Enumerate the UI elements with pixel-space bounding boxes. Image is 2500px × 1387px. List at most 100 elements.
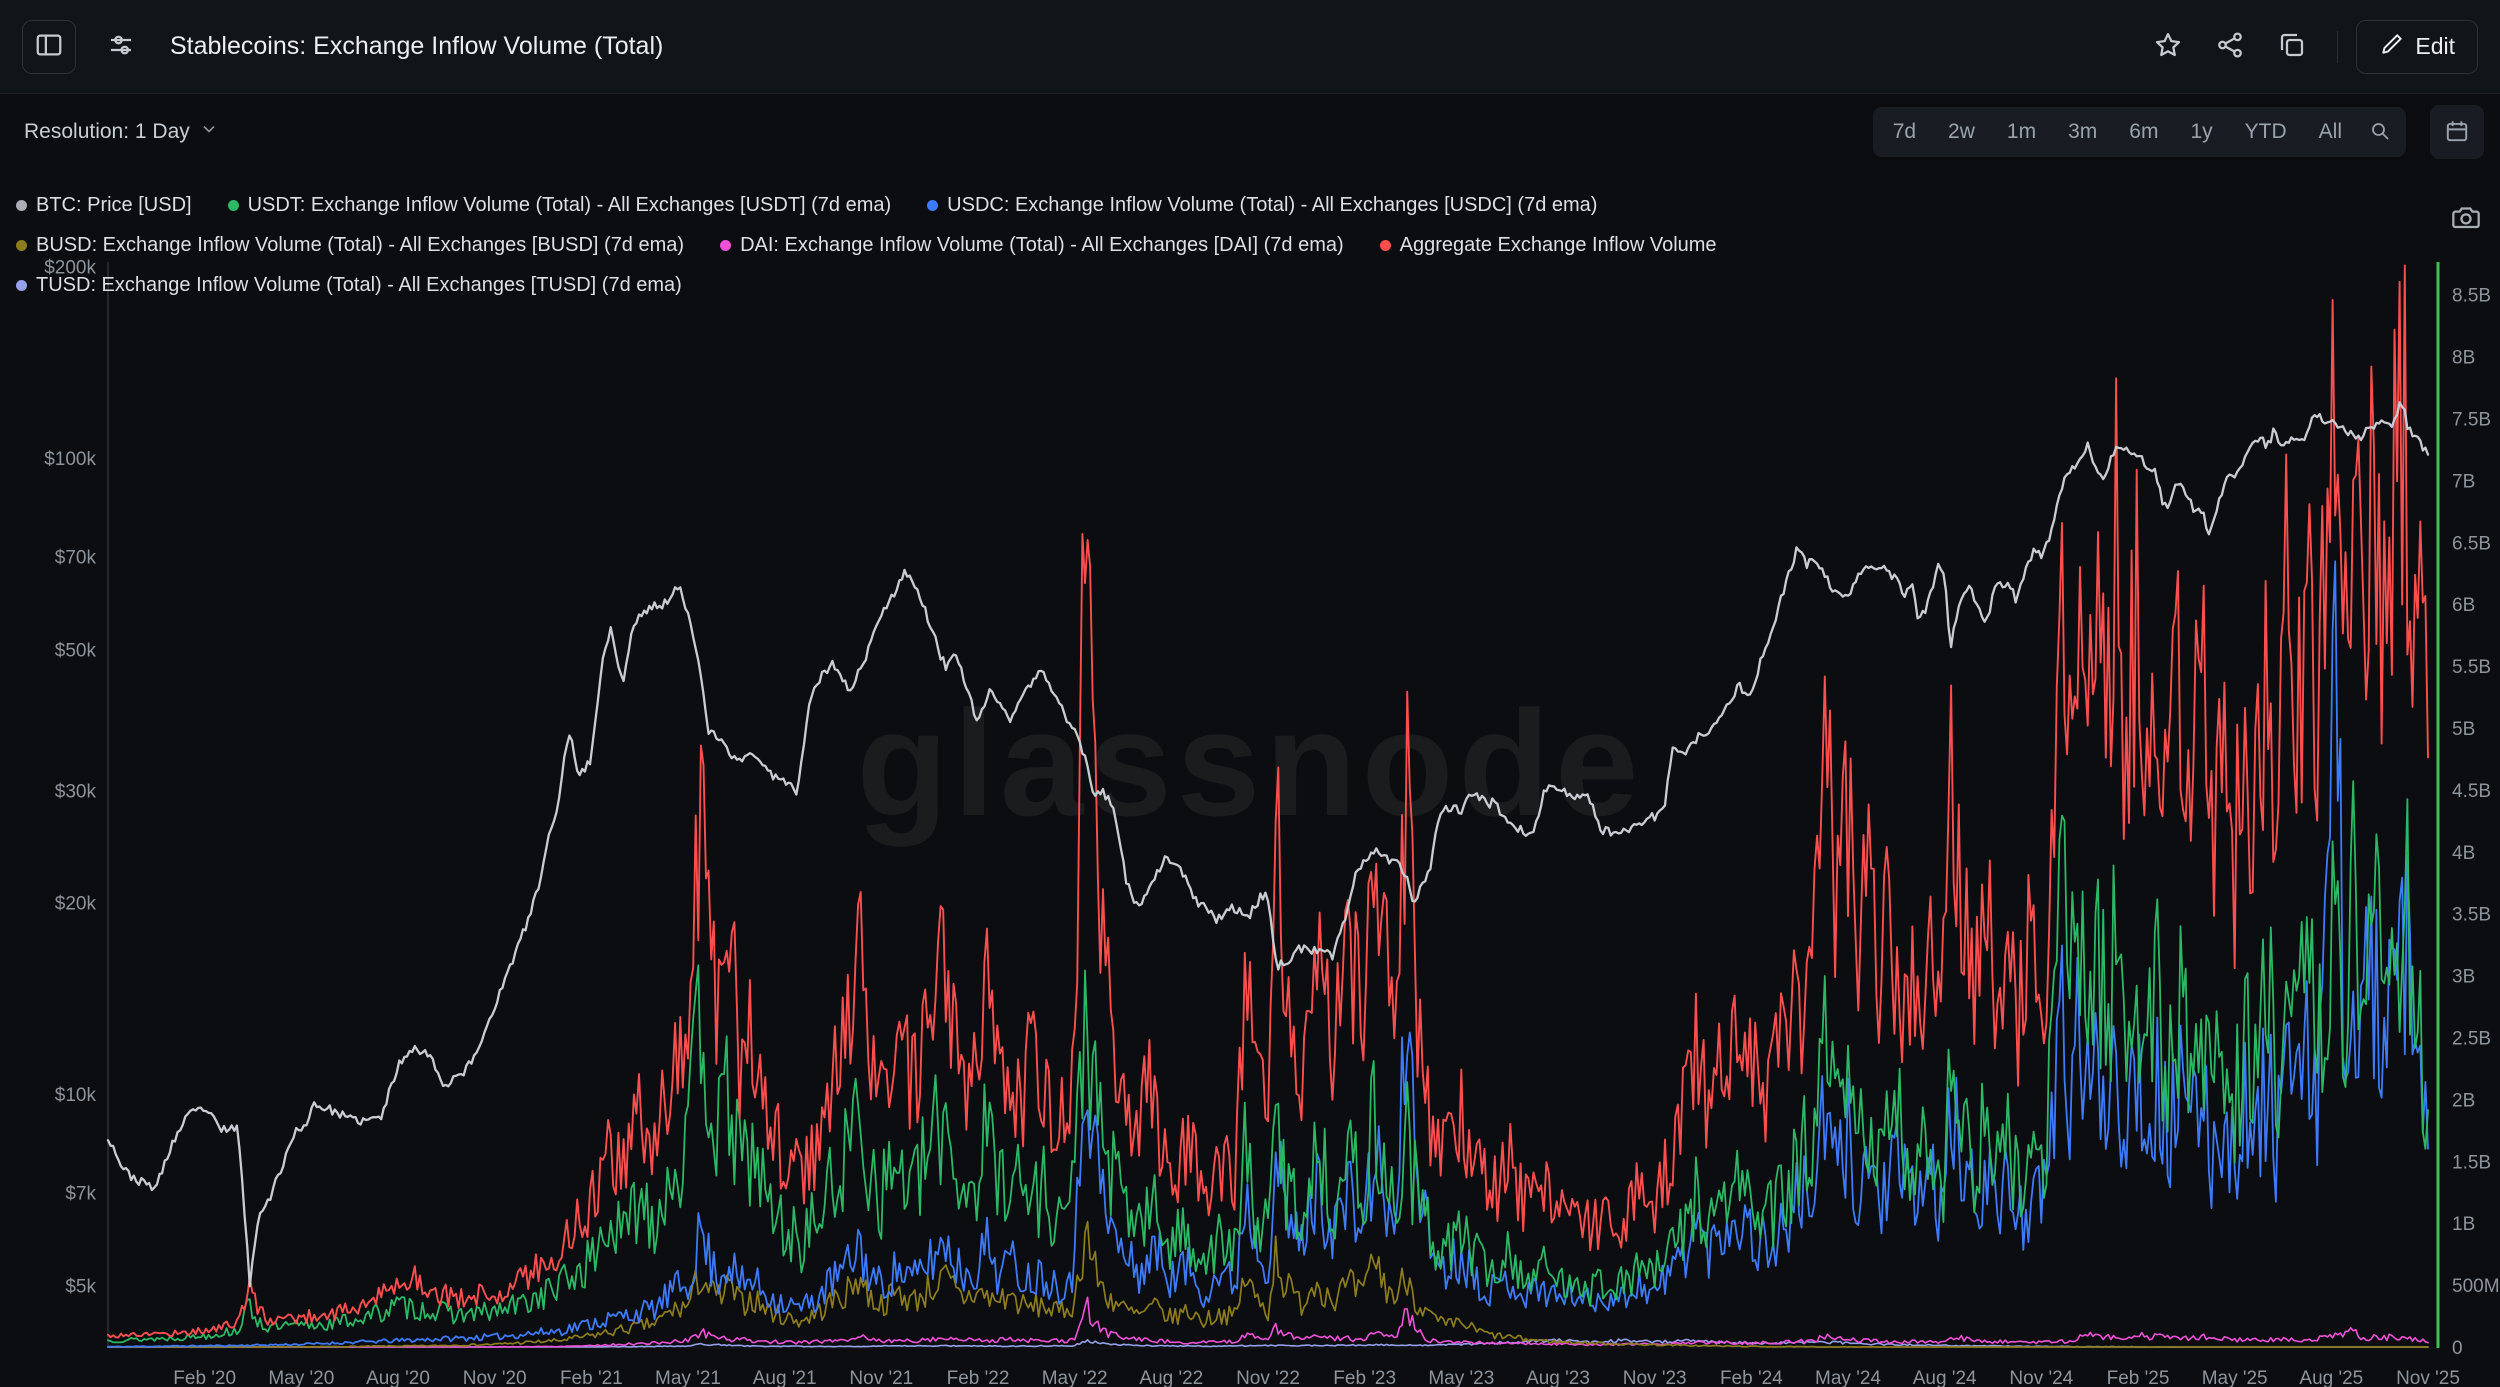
share-icon (2215, 30, 2245, 63)
metric-settings-button[interactable] (94, 20, 148, 74)
top-bar-actions: Edit (2141, 19, 2478, 74)
x-axis-label: Feb '25 (2107, 1368, 2170, 1387)
x-axis-label: May '24 (1815, 1368, 1881, 1387)
right-axis-label: 4B (2452, 843, 2475, 864)
left-axis-label: $5k (65, 1276, 96, 1297)
range-button-all[interactable]: All (2304, 112, 2357, 152)
x-axis-label: Aug '24 (1913, 1368, 1977, 1387)
chevron-down-icon (199, 119, 219, 145)
x-axis-label: Nov '25 (2396, 1368, 2460, 1387)
x-axis-label: May '20 (268, 1368, 334, 1387)
x-axis-label: Nov '20 (463, 1368, 527, 1387)
legend-item-tusd[interactable]: TUSD: Exchange Inflow Volume (Total) - A… (16, 272, 682, 299)
legend-item-busd[interactable]: BUSD: Exchange Inflow Volume (Total) - A… (16, 232, 684, 259)
series-dai-line (107, 1296, 2429, 1348)
right-axis-label: 8B (2452, 348, 2475, 369)
glassnode-watermark: glassnode (857, 679, 1644, 847)
series-btc-line (106, 401, 2430, 1288)
toolbar-divider (2337, 30, 2339, 63)
top-bar: Stablecoins: Exchange Inflow Volume (Tot… (0, 0, 2500, 94)
resolution-selector[interactable]: Resolution: 1 Day (14, 111, 229, 153)
legend-dot-usdc (927, 200, 939, 211)
series-usdc-line (107, 560, 2429, 1348)
legend-dot-tusd (16, 280, 27, 291)
right-axis-label: 2B (2452, 1090, 2475, 1111)
x-axis-label: Nov '21 (849, 1368, 913, 1387)
x-axis-label: May '25 (2202, 1368, 2268, 1387)
range-button-2w[interactable]: 2w (1933, 112, 1990, 152)
x-axis-label: May '23 (1428, 1368, 1494, 1387)
right-axis-label: 6B (2452, 595, 2475, 616)
range-button-6m[interactable]: 6m (2114, 112, 2173, 152)
right-axis-label: 1B (2452, 1214, 2475, 1235)
chart-toolbar: Resolution: 1 Day 7d 2w 1m 3m 6m 1y YTD All (0, 94, 2500, 170)
favorite-button[interactable] (2141, 20, 2195, 74)
left-axis-label: $30k (55, 782, 97, 803)
x-axis-label: Feb '21 (560, 1368, 623, 1387)
right-axis-label: 1.5B (2452, 1152, 2491, 1173)
x-axis-label: Aug '23 (1526, 1368, 1590, 1387)
calendar-icon (2444, 118, 2470, 147)
calendar-button[interactable] (2430, 105, 2484, 159)
x-axis-label: Nov '23 (1623, 1368, 1687, 1387)
pencil-icon (2379, 31, 2405, 63)
x-axis-label: Aug '25 (2299, 1368, 2363, 1387)
right-axis-label: 2.5B (2452, 1029, 2491, 1050)
range-button-ytd[interactable]: YTD (2230, 112, 2302, 152)
legend-item-dai[interactable]: DAI: Exchange Inflow Volume (Total) - Al… (720, 232, 1344, 259)
left-axis-label: $70k (55, 548, 97, 569)
right-axis-label: 3.5B (2452, 905, 2491, 926)
range-selector: 7d 2w 1m 3m 6m 1y YTD All (1872, 107, 2406, 157)
legend-item-aggregate[interactable]: Aggregate Exchange Inflow Volume (1379, 232, 1717, 259)
x-axis-label: Feb '23 (1333, 1368, 1396, 1387)
left-axis-label: $7k (65, 1184, 96, 1205)
legend-item-usdc[interactable]: USDC: Exchange Inflow Volume (Total) - A… (927, 192, 1597, 219)
share-button[interactable] (2203, 20, 2257, 74)
legend-label-usdt: USDT: Exchange Inflow Volume (Total) - A… (247, 194, 892, 216)
chart-legend: BTC: Price [USD] USDT: Exchange Inflow Vo… (16, 192, 1836, 299)
series-usdt-line (107, 780, 2429, 1344)
range-button-1m[interactable]: 1m (1992, 112, 2051, 152)
left-axis-label: $200k (44, 258, 96, 279)
resolution-label: Resolution: 1 Day (24, 120, 190, 143)
sidebar-toggle-button[interactable] (22, 19, 76, 74)
legend-label-usdc: USDC: Exchange Inflow Volume (Total) - A… (947, 194, 1598, 216)
edit-button[interactable]: Edit (2356, 19, 2478, 74)
x-axis-label: Aug '21 (753, 1368, 817, 1387)
screenshot-camera-button[interactable] (2444, 198, 2488, 238)
legend-dot-aggregate (1379, 240, 1391, 251)
star-icon (2153, 30, 2183, 63)
right-axis-label: 5B (2452, 719, 2475, 740)
legend-label-btc: BTC: Price [USD] (36, 194, 192, 216)
x-axis-label: Nov '22 (1236, 1368, 1300, 1387)
left-axis-label: $100k (44, 449, 96, 470)
duplicate-button[interactable] (2265, 20, 2319, 74)
zoom-range-button[interactable] (2359, 113, 2401, 151)
legend-label-busd: BUSD: Exchange Inflow Volume (Total) - A… (36, 234, 685, 256)
x-axis-label: May '21 (655, 1368, 721, 1387)
series-aggregate-line (107, 264, 2429, 1339)
x-axis-label: Aug '22 (1139, 1368, 1203, 1387)
legend-item-usdt[interactable]: USDT: Exchange Inflow Volume (Total) - A… (227, 192, 892, 219)
x-axis-label: Nov '24 (2009, 1368, 2073, 1387)
range-button-1y[interactable]: 1y (2175, 112, 2227, 152)
x-axis-label: Feb '20 (173, 1368, 236, 1387)
left-axis-label: $50k (55, 640, 97, 661)
legend-dot-busd (16, 240, 27, 251)
camera-icon (2450, 201, 2482, 236)
series-busd-line (107, 1220, 2429, 1348)
page-title: Stablecoins: Exchange Inflow Volume (Tot… (170, 32, 664, 60)
legend-dot-btc (16, 200, 27, 211)
legend-label-aggregate: Aggregate Exchange Inflow Volume (1399, 234, 1717, 256)
legend-item-btc[interactable]: BTC: Price [USD] (16, 192, 192, 219)
range-button-7d[interactable]: 7d (1878, 112, 1931, 152)
range-area: 7d 2w 1m 3m 6m 1y YTD All (1872, 105, 2486, 159)
right-axis-label: 6.5B (2452, 533, 2491, 554)
sidebar-panel-icon (34, 30, 64, 63)
x-axis-label: Feb '22 (947, 1368, 1010, 1387)
right-axis-label: 5.5B (2452, 657, 2491, 678)
range-button-3m[interactable]: 3m (2053, 112, 2112, 152)
x-axis-label: Aug '20 (366, 1368, 430, 1387)
legend-label-dai: DAI: Exchange Inflow Volume (Total) - Al… (740, 234, 1344, 256)
